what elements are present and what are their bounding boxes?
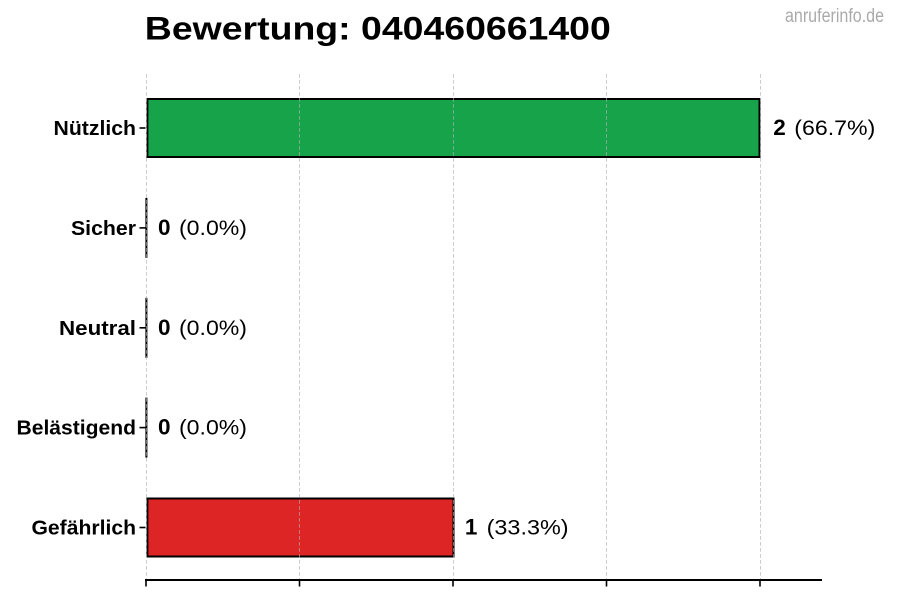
svg-text:1: 1 <box>465 515 478 540</box>
svg-text:(0.0%): (0.0%) <box>179 217 247 240</box>
svg-text:0: 0 <box>158 215 171 240</box>
svg-text:anruferinfo.de: anruferinfo.de <box>785 6 884 27</box>
svg-text:(66.7%): (66.7%) <box>794 117 875 140</box>
svg-text:Sicher: Sicher <box>71 218 136 240</box>
svg-text:(0.0%): (0.0%) <box>179 317 247 340</box>
svg-text:(0.0%): (0.0%) <box>179 417 247 440</box>
svg-text:Nützlich: Nützlich <box>54 118 137 140</box>
svg-text:Neutral: Neutral <box>59 318 136 340</box>
svg-text:Gefährlich: Gefährlich <box>32 518 137 540</box>
svg-text:0: 0 <box>158 315 171 340</box>
svg-text:0: 0 <box>158 415 171 440</box>
svg-text:Belästigend: Belästigend <box>17 418 137 440</box>
svg-text:Bewertung: 040460661400: Bewertung: 040460661400 <box>145 11 611 47</box>
svg-text:(33.3%): (33.3%) <box>487 517 569 540</box>
svg-text:2: 2 <box>773 115 786 140</box>
